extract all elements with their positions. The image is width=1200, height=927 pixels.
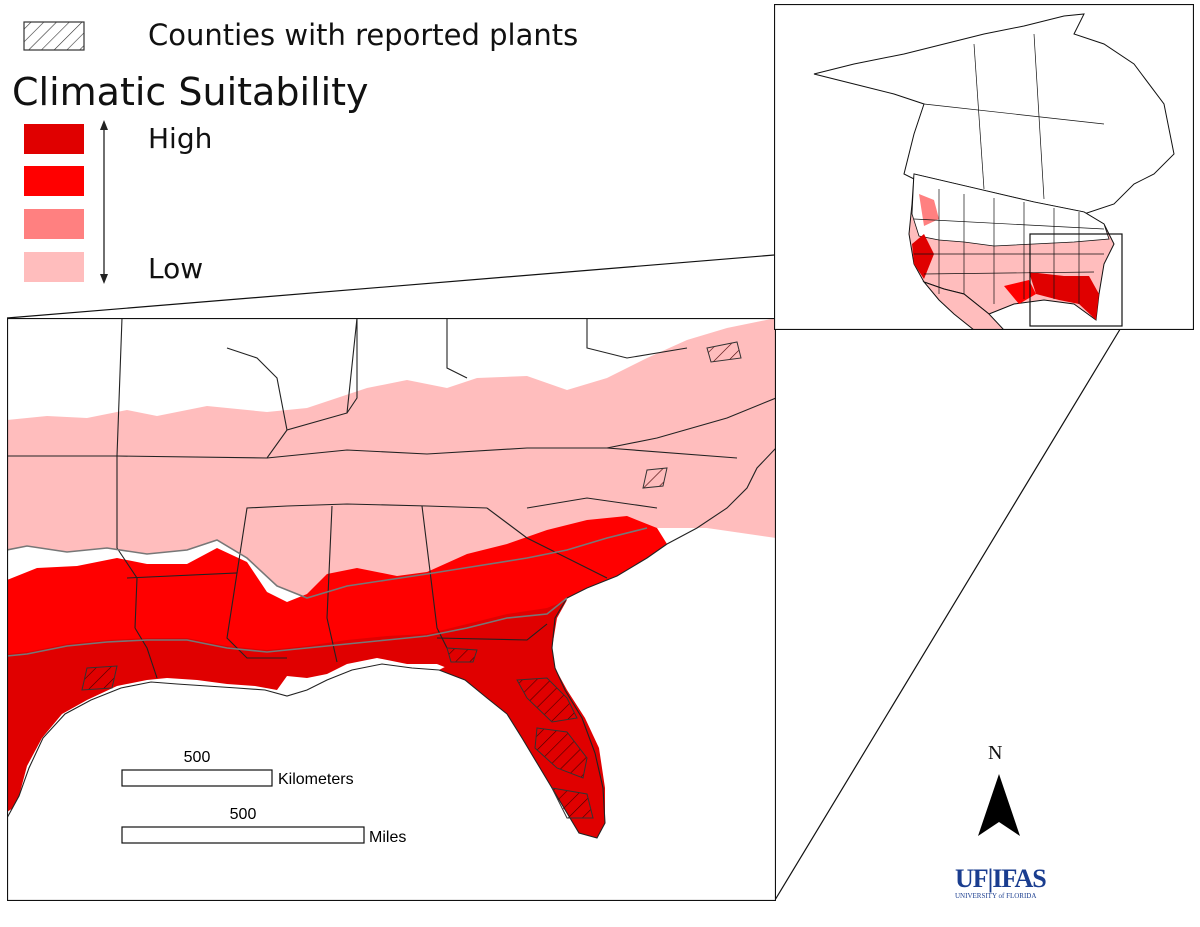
- inset-study-area-box: [1029, 233, 1123, 327]
- legend-gradient-arrow: [100, 120, 108, 284]
- main-map-frame: [7, 318, 776, 901]
- inset-map: [774, 4, 1194, 330]
- scale-mi-unit: Miles: [369, 829, 406, 846]
- main-map: 500 Kilometers 500 Miles: [7, 318, 776, 901]
- north-arrow-label: N: [988, 742, 1003, 764]
- state-boundaries: [7, 318, 776, 839]
- north-arrow-icon: [978, 774, 1020, 836]
- logo-subtext: UNIVERSITY of FLORIDA: [955, 892, 1037, 900]
- logo-text: UF|IFAS: [955, 864, 1047, 893]
- scale-bar-km: 500 Kilometers: [121, 749, 354, 788]
- zone-contours: [7, 527, 648, 657]
- legend-swatch-medium: [24, 209, 84, 239]
- zone-high: [7, 516, 667, 656]
- reported-counties: [81, 341, 742, 819]
- scale-km-value: 500: [184, 749, 211, 766]
- legend-swatch-low: [24, 252, 84, 282]
- scale-bar-mi: 500 Miles: [121, 806, 406, 846]
- scale-km-unit: Kilometers: [278, 771, 354, 788]
- mexico: [922, 280, 1005, 330]
- legend-low-label: Low: [148, 252, 204, 285]
- legend-high-label: High: [148, 122, 213, 155]
- inset-map-frame: [774, 4, 1194, 330]
- scale-mi-value: 500: [230, 806, 257, 823]
- legend-swatch-very-high: [24, 124, 84, 154]
- uf-ifas-logo: UF|IFAS UNIVERSITY of FLORIDA: [955, 864, 1047, 901]
- hatch-legend-swatch: [23, 21, 85, 51]
- legend-title: Climatic Suitability: [12, 70, 369, 114]
- legend-swatch-high: [24, 166, 84, 196]
- hatch-legend-label: Counties with reported plants: [148, 18, 579, 52]
- canada: [813, 13, 1175, 215]
